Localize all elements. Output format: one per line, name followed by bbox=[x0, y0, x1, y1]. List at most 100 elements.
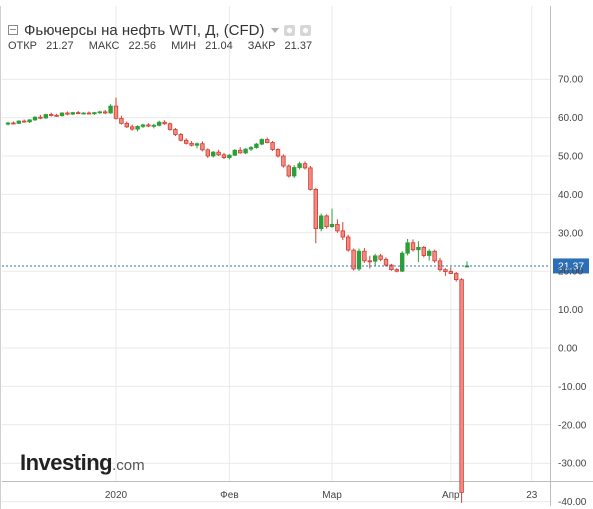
candle-body bbox=[32, 116, 38, 121]
axis-lines bbox=[0, 6, 593, 509]
candle-up bbox=[291, 165, 297, 178]
candle-up bbox=[135, 125, 140, 132]
candle-down bbox=[383, 257, 389, 267]
candle-down bbox=[351, 248, 356, 271]
y-tick-label: 70.00 bbox=[558, 75, 583, 86]
candle-body bbox=[173, 129, 178, 135]
candle-body bbox=[135, 126, 140, 130]
candle-down bbox=[54, 113, 59, 117]
candle-body bbox=[151, 124, 156, 127]
candle-body bbox=[65, 112, 70, 115]
collapse-icon[interactable] bbox=[8, 25, 18, 35]
candle-down bbox=[410, 239, 416, 252]
candle-up bbox=[248, 146, 254, 152]
candle-body bbox=[97, 111, 102, 114]
candle-body bbox=[227, 154, 232, 158]
candle-body bbox=[270, 142, 275, 150]
candle-body bbox=[275, 149, 281, 157]
candle-body bbox=[416, 246, 421, 251]
candle-body bbox=[281, 155, 286, 167]
candle-up bbox=[97, 110, 102, 114]
candle-up bbox=[416, 241, 421, 262]
candle-up bbox=[232, 149, 237, 156]
candle-body bbox=[383, 258, 389, 266]
caret-down-icon[interactable] bbox=[270, 27, 279, 33]
candle-up bbox=[356, 248, 362, 271]
candle-down bbox=[335, 219, 340, 233]
candle-body bbox=[140, 124, 146, 127]
gear-icon[interactable] bbox=[299, 24, 311, 36]
candle-up bbox=[254, 142, 259, 149]
candle-body bbox=[372, 255, 378, 262]
candle-down bbox=[38, 114, 43, 120]
candle-body bbox=[54, 114, 59, 117]
candle-down bbox=[302, 161, 308, 170]
candle-body bbox=[426, 250, 432, 256]
candle-up bbox=[399, 251, 405, 272]
chart-header: Фьючерсы на нефть WTI, Д, (CFD) bbox=[8, 20, 311, 40]
y-tick-label: -40.00 bbox=[558, 497, 587, 508]
candle-body bbox=[5, 122, 11, 125]
candle-body bbox=[286, 165, 291, 177]
candle-body bbox=[297, 163, 302, 168]
candle-body bbox=[232, 149, 237, 156]
candle-body bbox=[291, 167, 297, 177]
candle-down bbox=[367, 255, 372, 269]
candle-up bbox=[59, 112, 65, 117]
candle-up bbox=[372, 253, 378, 266]
candle-down bbox=[21, 119, 27, 123]
candle-body bbox=[448, 271, 453, 274]
candle-down bbox=[173, 127, 178, 137]
candle-down bbox=[281, 154, 286, 168]
candle-body bbox=[216, 151, 221, 156]
candle-up bbox=[27, 119, 32, 123]
y-axis: 70.00 60.00 50.00 40.00 30.00 20.00 10.00 0.00 -… bbox=[558, 75, 587, 508]
candle-down bbox=[378, 253, 383, 262]
candle-body bbox=[394, 269, 399, 272]
candle-up bbox=[194, 142, 200, 149]
candle-up bbox=[405, 238, 410, 256]
candle-down bbox=[183, 138, 189, 145]
y-tick-label: 30.00 bbox=[558, 228, 583, 239]
grid-lines bbox=[2, 6, 550, 503]
candle-body bbox=[162, 121, 167, 125]
candle-up bbox=[210, 151, 216, 158]
candle-up bbox=[426, 249, 432, 261]
candle-down bbox=[205, 148, 210, 158]
candle-up bbox=[92, 111, 97, 115]
settings-icon[interactable] bbox=[283, 24, 295, 36]
candle-up bbox=[318, 213, 324, 232]
candle-body bbox=[49, 114, 54, 116]
candle-body bbox=[27, 119, 32, 123]
candle-body bbox=[318, 215, 324, 229]
candle-body bbox=[146, 124, 151, 127]
candle-down bbox=[324, 214, 329, 229]
current-price-label: 21.37 bbox=[558, 260, 584, 272]
x-tick-label: 23 bbox=[526, 490, 538, 501]
candle-up bbox=[81, 112, 86, 115]
candle-down bbox=[443, 268, 448, 276]
candle-body bbox=[183, 139, 189, 144]
investing-logo: Investing.com bbox=[20, 450, 145, 476]
candle-body bbox=[367, 260, 372, 263]
candle-down bbox=[437, 257, 443, 272]
candle-down bbox=[453, 271, 459, 282]
candle-body bbox=[308, 167, 313, 190]
candle-up bbox=[70, 111, 75, 115]
candle-down bbox=[308, 165, 313, 191]
candle-body bbox=[43, 114, 48, 119]
ohlc-low: МИН 21.04 bbox=[171, 40, 233, 52]
candle-down bbox=[313, 187, 318, 244]
candle-up bbox=[329, 208, 335, 228]
x-axis: 2020 Фев Мар Апр 23 bbox=[105, 490, 538, 501]
candle-body bbox=[108, 105, 113, 114]
candle-down bbox=[264, 137, 270, 144]
candle-body bbox=[81, 112, 86, 115]
candle-body bbox=[459, 279, 464, 493]
candle-body bbox=[210, 151, 216, 157]
candle-body bbox=[437, 260, 443, 271]
candle-down bbox=[345, 234, 351, 252]
y-tick-label: -10.00 bbox=[558, 382, 587, 393]
candles bbox=[5, 97, 470, 503]
